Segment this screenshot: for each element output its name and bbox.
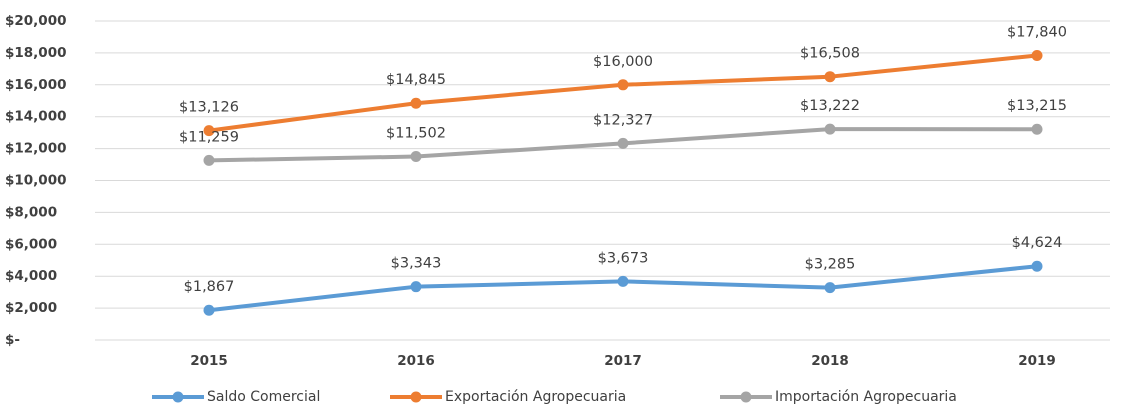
data-label: $13,126 bbox=[179, 100, 239, 116]
data-point bbox=[203, 154, 215, 166]
legend-label: Exportación Agropecuaria bbox=[445, 389, 626, 405]
x-tick-label: 2019 bbox=[1018, 353, 1056, 369]
data-point bbox=[203, 304, 215, 316]
data-label: $13,215 bbox=[1007, 98, 1067, 114]
data-label: $4,624 bbox=[1012, 235, 1063, 251]
x-tick-label: 2017 bbox=[604, 353, 642, 369]
legend-label: Importación Agropecuaria bbox=[775, 389, 957, 405]
data-label: $17,840 bbox=[1007, 24, 1067, 40]
y-tick-label: $18,000 bbox=[5, 45, 67, 61]
x-tick-label: 2016 bbox=[397, 353, 435, 369]
y-tick-label: $12,000 bbox=[5, 141, 67, 157]
y-tick-label: $2,000 bbox=[5, 300, 57, 316]
data-label: $13,222 bbox=[800, 98, 860, 114]
y-tick-label: $8,000 bbox=[5, 204, 57, 220]
y-tick-label: $14,000 bbox=[5, 109, 67, 125]
y-tick-label: $6,000 bbox=[5, 236, 57, 252]
x-tick-label: 2015 bbox=[190, 353, 228, 369]
data-label: $3,673 bbox=[598, 250, 649, 266]
data-label: $14,845 bbox=[386, 72, 446, 88]
data-label: $11,502 bbox=[386, 126, 446, 142]
data-label: $3,285 bbox=[805, 257, 856, 273]
y-tick-label: $10,000 bbox=[5, 173, 67, 189]
data-point bbox=[617, 79, 629, 91]
legend-label: Saldo Comercial bbox=[207, 389, 320, 405]
data-point bbox=[410, 97, 422, 109]
y-tick-label: $20,000 bbox=[5, 13, 67, 29]
y-tick-label: $4,000 bbox=[5, 268, 57, 284]
y-tick-label: $16,000 bbox=[5, 77, 67, 93]
data-label: $16,508 bbox=[800, 46, 860, 62]
series-line bbox=[208, 264, 1038, 313]
data-point bbox=[617, 275, 629, 287]
y-tick-label: $- bbox=[5, 332, 20, 348]
legend-marker bbox=[410, 391, 422, 403]
data-label: $3,343 bbox=[391, 256, 442, 272]
data-label: $16,000 bbox=[593, 54, 653, 70]
data-point bbox=[203, 125, 215, 137]
data-point bbox=[824, 123, 836, 135]
data-point bbox=[1031, 49, 1043, 61]
data-point bbox=[824, 282, 836, 294]
data-point bbox=[617, 137, 629, 149]
data-label: $11,259 bbox=[179, 129, 239, 145]
legend-marker bbox=[740, 391, 752, 403]
x-tick-label: 2018 bbox=[811, 353, 849, 369]
data-point bbox=[1031, 260, 1043, 272]
data-label: $1,867 bbox=[184, 279, 235, 295]
data-point bbox=[824, 71, 836, 83]
data-point bbox=[1031, 123, 1043, 135]
legend-marker bbox=[172, 391, 184, 403]
data-label: $12,327 bbox=[593, 112, 653, 128]
data-point bbox=[410, 151, 422, 163]
data-point bbox=[410, 281, 422, 293]
